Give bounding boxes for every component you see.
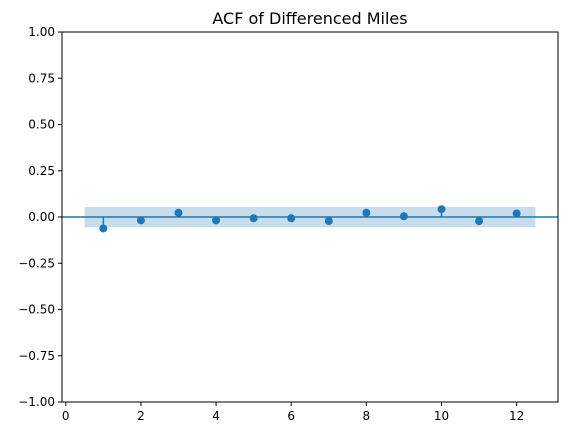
y-tick-label: 0.00 (28, 210, 55, 224)
acf-point-lag-3 (174, 208, 183, 217)
acf-point-lag-12 (512, 209, 521, 218)
acf-point-lag-11 (475, 217, 484, 226)
y-tick-label: −0.50 (18, 303, 55, 317)
x-tick-label: 2 (137, 409, 145, 423)
x-tick-label: 8 (363, 409, 371, 423)
y-tick-label: 0.50 (28, 118, 55, 132)
acf-point-lag-9 (399, 212, 408, 221)
y-tick-label: −0.25 (18, 256, 55, 270)
plot-area (62, 205, 558, 233)
acf-point-lag-10 (437, 205, 446, 214)
x-tick-label: 4 (212, 409, 220, 423)
chart-title: ACF of Differenced Miles (212, 9, 407, 28)
axes: −1.00 −0.75 −0.50 −0.25 0.00 0.25 0.50 0.75 1.00… (18, 25, 559, 423)
x-tick-label: 10 (434, 409, 449, 423)
acf-point-lag-1 (99, 224, 108, 233)
acf-point-lag-7 (324, 217, 333, 226)
acf-point-lag-5 (249, 214, 258, 223)
x-tick-label: 6 (287, 409, 295, 423)
y-tick-label: −0.75 (18, 349, 55, 363)
y-tick-label: 1.00 (28, 25, 55, 39)
x-tick-label: 0 (62, 409, 70, 423)
acf-point-lag-8 (362, 208, 371, 217)
y-tick-label: −1.00 (18, 395, 55, 409)
acf-point-lag-6 (287, 214, 296, 223)
y-tick-label: 0.25 (28, 164, 55, 178)
x-tick-label: 12 (509, 409, 524, 423)
acf-point-lag-4 (212, 216, 221, 225)
acf-point-lag-2 (136, 216, 145, 225)
y-tick-label: 0.75 (28, 71, 55, 85)
